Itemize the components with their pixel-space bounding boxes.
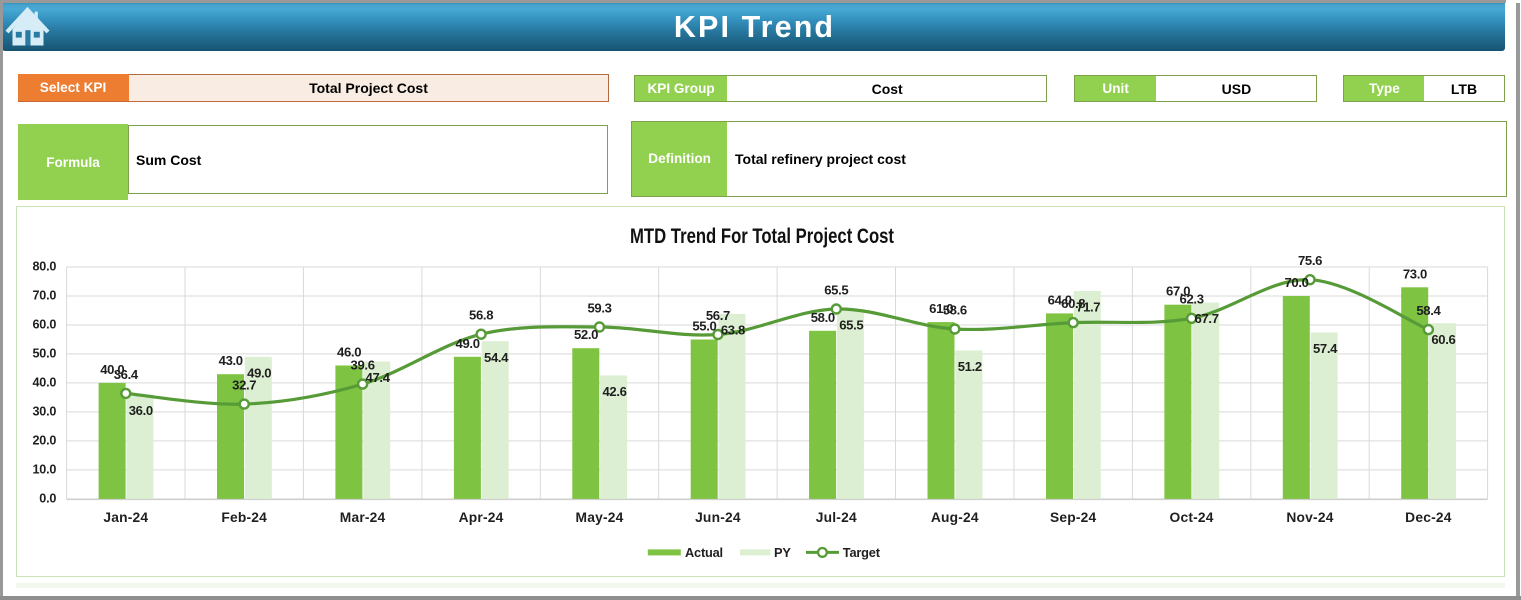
svg-text:60.8: 60.8	[1061, 296, 1085, 311]
svg-text:47.4: 47.4	[366, 370, 391, 385]
svg-text:49.0: 49.0	[456, 336, 480, 351]
svg-text:0.0: 0.0	[39, 492, 56, 506]
svg-text:49.0: 49.0	[247, 365, 271, 380]
svg-text:59.3: 59.3	[587, 300, 611, 315]
svg-text:42.6: 42.6	[602, 384, 626, 399]
svg-text:Dec-24: Dec-24	[1405, 510, 1452, 525]
svg-text:62.3: 62.3	[1180, 292, 1204, 307]
svg-text:Jul-24: Jul-24	[816, 510, 857, 525]
svg-text:58.6: 58.6	[943, 302, 967, 317]
svg-text:60.6: 60.6	[1431, 332, 1455, 347]
svg-text:56.7: 56.7	[706, 308, 730, 323]
svg-text:70.0: 70.0	[1284, 275, 1308, 290]
svg-text:36.0: 36.0	[129, 403, 153, 418]
svg-text:64.0: 64.0	[1048, 292, 1072, 307]
svg-text:39.6: 39.6	[351, 358, 375, 373]
svg-text:80.0: 80.0	[32, 260, 56, 274]
svg-text:36.4: 36.4	[114, 367, 139, 382]
svg-text:70.0: 70.0	[32, 289, 56, 303]
svg-text:Target: Target	[843, 545, 881, 560]
svg-text:Feb-24: Feb-24	[221, 510, 267, 525]
svg-text:46.0: 46.0	[337, 345, 361, 360]
svg-text:50.0: 50.0	[32, 347, 56, 361]
svg-text:Aug-24: Aug-24	[931, 510, 979, 525]
svg-text:Sep-24: Sep-24	[1050, 510, 1097, 525]
svg-text:Nov-24: Nov-24	[1286, 510, 1333, 525]
svg-text:40.0: 40.0	[32, 376, 56, 390]
svg-text:43.0: 43.0	[219, 353, 243, 368]
svg-text:52.0: 52.0	[574, 327, 598, 342]
svg-text:67.0: 67.0	[1166, 284, 1190, 299]
svg-text:Actual: Actual	[685, 545, 723, 560]
svg-text:60.0: 60.0	[32, 318, 56, 332]
svg-text:75.6: 75.6	[1298, 253, 1322, 268]
svg-text:Jun-24: Jun-24	[695, 510, 741, 525]
svg-text:10.0: 10.0	[32, 463, 56, 477]
svg-text:54.4: 54.4	[484, 350, 509, 365]
svg-text:Jan-24: Jan-24	[103, 510, 148, 525]
svg-text:PY: PY	[774, 545, 791, 560]
svg-text:Oct-24: Oct-24	[1170, 510, 1214, 525]
svg-text:58.0: 58.0	[811, 310, 835, 325]
svg-text:65.5: 65.5	[839, 318, 863, 333]
svg-text:Apr-24: Apr-24	[459, 510, 504, 525]
svg-text:57.4: 57.4	[1313, 341, 1338, 356]
svg-text:51.2: 51.2	[958, 359, 982, 374]
svg-text:63.8: 63.8	[721, 323, 745, 338]
svg-text:71.7: 71.7	[1076, 300, 1100, 315]
svg-text:73.0: 73.0	[1403, 266, 1427, 281]
svg-text:55.0: 55.0	[692, 319, 716, 334]
svg-text:32.7: 32.7	[232, 378, 256, 393]
svg-text:MTD Trend For Total Project Co: MTD Trend For Total Project Cost	[630, 224, 894, 248]
svg-text:40.0: 40.0	[100, 362, 124, 377]
svg-text:May-24: May-24	[576, 510, 624, 525]
svg-text:20.0: 20.0	[32, 434, 56, 448]
svg-text:58.4: 58.4	[1416, 303, 1441, 318]
svg-text:Mar-24: Mar-24	[340, 510, 386, 525]
svg-text:61.0: 61.0	[929, 301, 953, 316]
svg-text:67.7: 67.7	[1195, 311, 1219, 326]
svg-text:56.8: 56.8	[469, 308, 493, 323]
svg-text:65.5: 65.5	[824, 282, 848, 297]
svg-text:30.0: 30.0	[32, 405, 56, 419]
